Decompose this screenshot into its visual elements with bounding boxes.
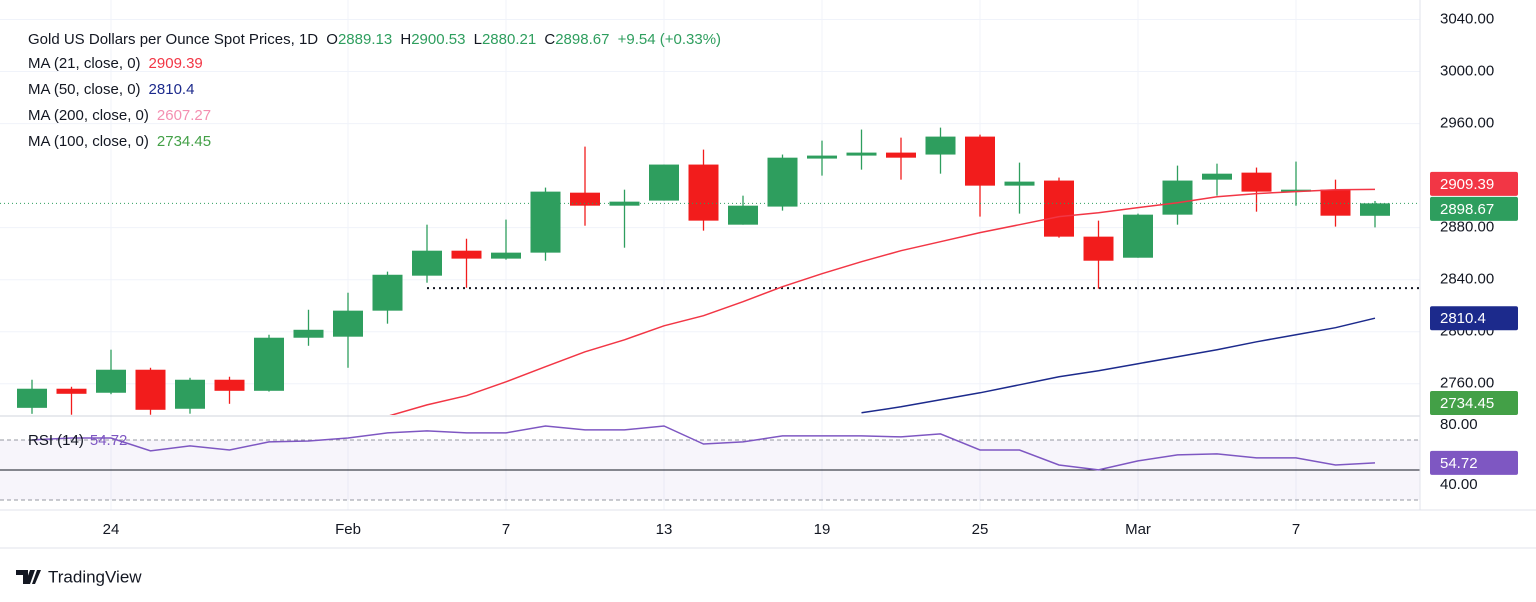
x-tick-label: Feb [335, 521, 361, 538]
price-box [1430, 306, 1518, 331]
price-box-label: 2909.39 [1440, 176, 1494, 193]
candle-body [56, 388, 87, 394]
candle-body [1044, 180, 1074, 237]
candle-body [333, 310, 363, 337]
ohlc-label: L [474, 31, 482, 48]
rsi-name: RSI (14) [28, 432, 84, 449]
legend-name: MA (21, close, 0) [28, 55, 141, 72]
price-box [1430, 391, 1518, 415]
candle-body [175, 379, 205, 409]
y-tick-label: 3040.00 [1440, 10, 1494, 27]
price-box [1430, 196, 1518, 221]
rsi-tick-label: 40.00 [1440, 476, 1478, 493]
legend-name: MA (100, close, 0) [28, 133, 149, 150]
ohlc-label: C [544, 31, 555, 48]
y-tick-label: 2760.00 [1440, 375, 1494, 392]
candle-body [965, 136, 995, 186]
ohlc-label: O [326, 31, 338, 48]
candle-body [1083, 236, 1114, 261]
y-tick-label: 3000.00 [1440, 63, 1494, 80]
candle-body [886, 152, 916, 158]
close-value: 2898.67 [555, 31, 609, 48]
x-tick-label: 13 [656, 521, 673, 538]
candle-body [451, 250, 482, 259]
legend-name: MA (200, close, 0) [28, 107, 149, 124]
change-pct: (+0.33%) [660, 31, 721, 48]
candle-body [925, 136, 956, 155]
ohlc-label: H [400, 31, 411, 48]
legend-name: MA (50, close, 0) [28, 81, 141, 98]
candle-body [135, 369, 166, 410]
y-tick-label: 2960.00 [1440, 115, 1494, 132]
title: Gold US Dollars per Ounce Spot Prices, 1… [28, 31, 318, 48]
legend-value: 2607.27 [157, 107, 211, 124]
candle-body [728, 205, 758, 225]
rsi-tick-label: 80.00 [1440, 416, 1478, 433]
price-box [1430, 171, 1518, 196]
brand: TradingView [48, 567, 142, 586]
high-value: 2900.53 [411, 31, 465, 48]
candle-body [372, 274, 403, 311]
candle-body [846, 152, 877, 156]
ma-line [861, 317, 1376, 414]
x-tick-label: Mar [1125, 521, 1151, 538]
candle-body [1241, 172, 1272, 192]
candle-body [293, 329, 324, 338]
x-tick-label: 25 [972, 521, 989, 538]
rsi-box [1430, 450, 1518, 475]
rsi-box-label: 54.72 [1440, 455, 1478, 472]
y-tick-label: 2880.00 [1440, 219, 1494, 236]
candle-body [1162, 180, 1193, 215]
x-tick-label: 24 [103, 521, 120, 538]
price-box-label: 2810.4 [1440, 310, 1486, 327]
candle-body [1123, 214, 1153, 258]
candle-body [96, 369, 126, 393]
candle-body [254, 337, 284, 391]
brand-logo: TradingView [16, 567, 142, 586]
rsi-value: 54.72 [90, 432, 128, 449]
ma-line [389, 188, 1376, 415]
header: Gold US Dollars per Ounce Spot Prices, 1… [28, 31, 721, 48]
rsi-line [31, 425, 1376, 471]
marks [0, 127, 1420, 501]
candle-body [1360, 203, 1390, 216]
candle-body [1202, 173, 1232, 180]
candle-body [1004, 181, 1035, 186]
candle-body [491, 252, 521, 259]
change: +9.54 [618, 31, 656, 48]
x-tick-label: 19 [814, 521, 831, 538]
candle-body [1281, 189, 1311, 192]
low-value: 2880.21 [482, 31, 536, 48]
candle-body [412, 250, 442, 276]
candle-body [807, 155, 837, 159]
legend-value: 2734.45 [157, 133, 211, 150]
candle-body [767, 157, 798, 207]
legend-entry: MA (100, close, 0) 2734.45 [28, 133, 211, 150]
candle-body [530, 191, 561, 253]
legend-entry: MA (50, close, 0) 2810.4 [28, 81, 194, 98]
legend-value: 2810.4 [149, 81, 195, 98]
candle-body [1320, 189, 1351, 216]
legend-value: 2909.39 [149, 55, 203, 72]
price-box-label: 2734.45 [1440, 395, 1494, 412]
open-value: 2889.13 [338, 31, 392, 48]
candle-body [570, 192, 600, 206]
legend-entry: MA (21, close, 0) 2909.39 [28, 55, 203, 72]
candle-body [649, 164, 679, 201]
rsi-legend: RSI (14) 54.72 [28, 432, 127, 449]
axis: 2760.002800.002840.002880.002960.003000.… [103, 10, 1518, 538]
x-tick-label: 7 [1292, 521, 1300, 538]
candle-body [214, 379, 245, 391]
price-box-label: 2898.67 [1440, 201, 1494, 218]
y-tick-label: 2840.00 [1440, 271, 1494, 288]
logo-icon [16, 570, 41, 584]
x-tick-label: 7 [502, 521, 510, 538]
grid [0, 0, 1420, 510]
candle-body [688, 164, 719, 221]
candle-body [17, 388, 47, 408]
legend-entry: MA (200, close, 0) 2607.27 [28, 107, 211, 124]
